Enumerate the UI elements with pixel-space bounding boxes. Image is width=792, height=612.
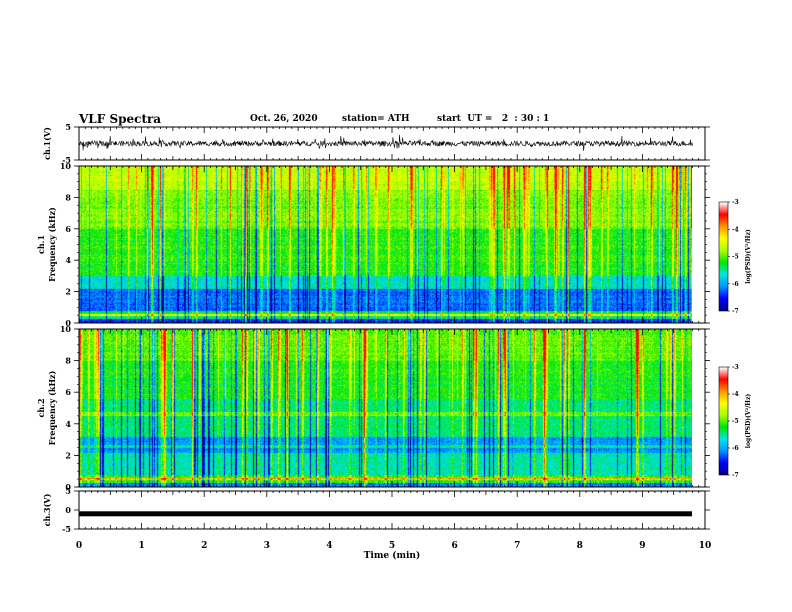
y-tick-label: -5: [62, 155, 71, 165]
colorbar-tick-label: -7: [732, 472, 739, 479]
y-tick-label: 8: [65, 356, 71, 366]
x-tick-label: 2: [201, 541, 207, 551]
station-label: station= ATH: [342, 114, 410, 124]
ch2-spectrogram-ylabel-line2: Frequency (kHz): [47, 370, 57, 445]
x-tick-label: 0: [76, 541, 82, 551]
ch1-ylabel: ch.1(V): [42, 127, 52, 160]
colorbar-1: [719, 202, 728, 311]
ch1-spectrogram-ylabel-line2: Frequency (kHz): [47, 207, 57, 282]
y-tick-label: 10: [60, 161, 72, 171]
y-tick-label: 2: [65, 450, 71, 460]
colorbar-label: log(PSD)(V²/Hz): [745, 229, 752, 284]
colorbar-tick-label: -6: [732, 445, 739, 452]
x-tick-label: 4: [326, 541, 332, 551]
ch1-spectrogram-ylabel-line1: ch.1: [36, 235, 46, 254]
colorbar-tick-label: -7: [732, 308, 739, 315]
colorbar-tick-label: -5: [732, 254, 739, 261]
spectrogram-image: [79, 166, 692, 323]
y-tick-label: 6: [65, 224, 71, 234]
colorbar-2: [719, 367, 728, 475]
x-tick-label: 5: [389, 541, 395, 551]
spectrogram-image: [79, 329, 692, 487]
y-tick-label: 0: [65, 318, 71, 328]
ch2-spectrogram-ylabel-line1: ch.2: [36, 398, 46, 417]
start-time-label: start UT = 2 : 30 : 1: [437, 114, 550, 124]
x-tick-label: 8: [577, 541, 583, 551]
y-tick-label: 0: [65, 505, 71, 515]
colorbar-tick-label: -5: [732, 418, 739, 425]
y-tick-label: 10: [60, 324, 72, 334]
colorbar-label: log(PSD)(V²/Hz): [745, 394, 752, 449]
y-tick-label: 4: [65, 255, 71, 265]
colorbar-tick-label: -3: [732, 364, 739, 371]
colorbar-tick-label: -3: [732, 199, 739, 206]
y-tick-label: 5: [65, 486, 71, 496]
colorbar-tick-label: -4: [732, 226, 739, 233]
ch1-waveform-line: [78, 134, 693, 151]
ch3-ylabel: ch.3(V): [42, 493, 52, 526]
x-tick-label: 9: [639, 541, 645, 551]
date-label: Oct. 26, 2020: [250, 114, 318, 124]
spectrogram-layer: [79, 166, 728, 487]
y-tick-label: 8: [65, 192, 71, 202]
y-tick-label: 4: [65, 419, 71, 429]
axes-layer: [74, 126, 730, 530]
x-tick-label: 6: [451, 541, 457, 551]
x-tick-label: 1: [138, 541, 144, 551]
x-tick-label: 3: [264, 541, 270, 551]
y-tick-label: 6: [65, 387, 71, 397]
chart-title: VLF Spectra: [79, 112, 162, 126]
y-tick-label: 5: [65, 122, 71, 132]
y-tick-label: 2: [65, 287, 71, 297]
y-tick-label: -5: [62, 524, 71, 534]
colorbar-tick-label: -6: [732, 281, 739, 288]
x-tick-label: 7: [514, 541, 520, 551]
x-axis-label: Time (min): [364, 550, 421, 561]
x-tick-label: 10: [699, 541, 712, 551]
ch3-waveform-line: [79, 511, 692, 517]
colorbar-tick-label: -4: [732, 391, 739, 398]
y-tick-label: 0: [65, 482, 71, 492]
